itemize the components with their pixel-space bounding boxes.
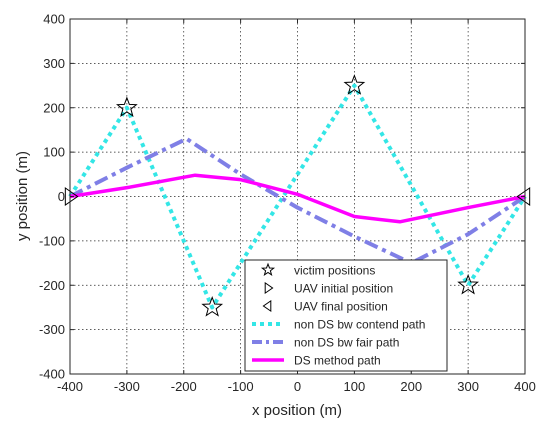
x-tick-label: -200 — [171, 379, 197, 394]
x-tick-label: 100 — [344, 379, 366, 394]
legend-marker-star — [260, 262, 276, 277]
y-axis-label: y position (m) — [14, 151, 31, 241]
y-tick-label: 200 — [43, 100, 65, 115]
marker-layer — [64, 74, 531, 317]
x-axis-label: x position (m) — [252, 402, 342, 419]
y-tick-label: -200 — [39, 278, 65, 293]
y-tick-label: 0 — [58, 189, 65, 204]
legend-label: UAV final position — [294, 300, 388, 314]
y-tick-label: -300 — [39, 322, 65, 337]
uav-final-marker — [516, 187, 531, 206]
victim-star-marker — [457, 273, 479, 295]
legend-label: non DS bw fair path — [294, 336, 399, 350]
victim-star-marker — [116, 96, 138, 117]
x-tick-label: 300 — [457, 379, 479, 394]
legend-label: DS method path — [294, 354, 381, 368]
x-tick-label: 200 — [400, 379, 422, 394]
x-tick-label: 0 — [294, 379, 301, 394]
tick-labels: -400 -300 -200 -100 0 100 200 300 400 -400 -300 -20… — [39, 12, 536, 395]
path-lines — [68, 83, 527, 310]
legend-label: UAV initial position — [294, 282, 393, 296]
x-tick-label: 400 — [514, 379, 536, 394]
uav-initial-marker — [64, 187, 79, 206]
legend-box — [244, 259, 448, 372]
x-tick-label: -100 — [228, 379, 254, 394]
victim-star-marker — [201, 296, 224, 317]
ds-method-path-line — [69, 173, 526, 224]
y-tick-label: -100 — [39, 233, 65, 248]
legend-entries: victim positions UAV initial position UAV … — [252, 262, 425, 368]
legend-label: non DS bw contend path — [294, 318, 425, 332]
y-tick-label: 100 — [43, 145, 65, 160]
legend-marker-triangle-left — [262, 299, 272, 313]
non-ds-bw-contend-path-line — [68, 83, 527, 310]
non-ds-bw-fair-path-line — [69, 136, 527, 266]
x-tick-label: -300 — [114, 379, 140, 394]
y-tick-label: 300 — [43, 56, 65, 71]
y-tick-label: -400 — [39, 367, 65, 382]
legend-label: victim positions — [294, 264, 375, 278]
victim-star-marker — [343, 74, 366, 95]
legend: victim positions UAV initial position UAV … — [244, 259, 448, 372]
legend-marker-triangle-right — [264, 281, 274, 295]
y-tick-label: 400 — [43, 12, 65, 27]
x-tick-label: -400 — [57, 379, 83, 394]
